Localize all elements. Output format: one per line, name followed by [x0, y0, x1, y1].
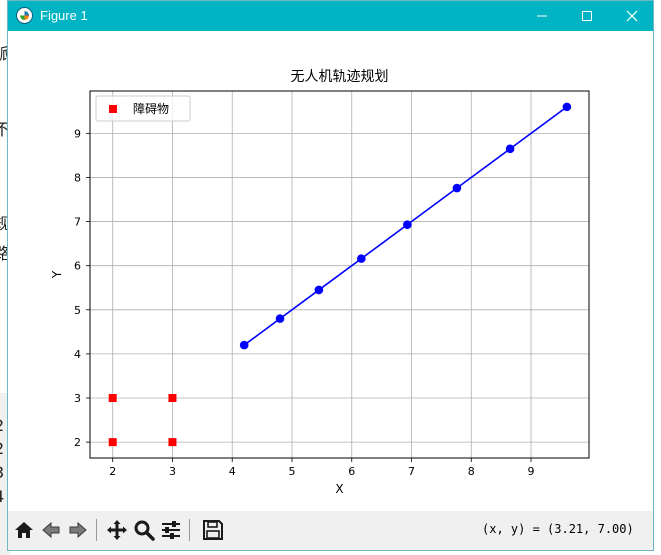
trajectory-point [357, 254, 366, 263]
forward-button[interactable] [65, 517, 91, 543]
obstacle-series [108, 394, 177, 447]
chart[interactable]: 2 3 4 5 6 7 8 9 2 3 4 5 6 7 8 9 无人机轨迹规划 X Y 障碍物 [8, 31, 653, 511]
y-tick-label: 8 [74, 171, 81, 184]
background-text: 脈 [0, 44, 10, 63]
obstacle-point [168, 394, 177, 403]
y-tick-label: 2 [74, 436, 81, 449]
background-panel [0, 393, 10, 555]
background-text: 3 [0, 463, 4, 482]
home-button[interactable] [11, 517, 37, 543]
x-tick-label: 7 [408, 465, 415, 478]
trajectory-point [314, 285, 324, 295]
y-tick-label: 9 [74, 127, 81, 140]
y-tick-label: 3 [74, 392, 81, 405]
save-button[interactable] [200, 517, 226, 543]
obstacle-point [168, 438, 177, 447]
y-tick-label: 7 [74, 216, 81, 229]
toolbar-separator [96, 519, 97, 541]
trajectory-point [403, 220, 412, 229]
figure-window: Figure 1 2 3 4 5 6 7 8 9 2 3 4 5 6 7 8 9 无人机轨迹规划 X Y 障碍… [7, 0, 654, 551]
y-axis-label: Y [50, 270, 64, 279]
background-text: 规 [0, 214, 10, 233]
obstacle-point [108, 394, 117, 403]
maximize-button[interactable] [564, 1, 610, 31]
minimize-icon [537, 15, 547, 17]
trajectory-point [452, 183, 462, 193]
sliders-icon [162, 521, 180, 539]
move-icon [107, 520, 127, 540]
magnifier-icon [134, 520, 155, 541]
window-title: Figure 1 [40, 8, 88, 23]
x-tick-label: 9 [528, 465, 535, 478]
legend-marker-obstacle [109, 105, 117, 113]
legend-label-obstacle: 障碍物 [133, 101, 169, 116]
y-tick-label: 6 [74, 260, 81, 273]
home-icon [15, 522, 33, 538]
trajectory-point [275, 314, 285, 323]
arrow-left-icon [42, 521, 60, 539]
background-text: 4 [0, 487, 4, 506]
y-tick-label: 4 [74, 348, 81, 361]
trajectory-series [239, 102, 572, 350]
obstacle-point [108, 438, 117, 447]
back-button[interactable] [38, 517, 64, 543]
trajectory-point [239, 340, 249, 350]
legend: 障碍物 [95, 95, 191, 122]
background-text: 不 [0, 120, 10, 139]
legend-box [95, 95, 191, 122]
x-tick-label: 3 [169, 465, 176, 478]
cursor-coordinates: (x, y) = (3.21, 7.00) [482, 522, 634, 536]
zoom-button[interactable] [131, 517, 157, 543]
x-tick-label: 5 [288, 465, 295, 478]
background-text: 路 [0, 244, 10, 263]
navigation-toolbar: (x, y) = (3.21, 7.00) [8, 511, 653, 550]
matplotlib-icon [16, 7, 33, 24]
trajectory-point [505, 144, 515, 154]
background-text: 2 [0, 439, 4, 458]
x-tick-label: 6 [348, 465, 355, 478]
x-tick-label: 2 [109, 465, 116, 478]
toolbar-separator [189, 519, 190, 541]
trajectory-point [562, 102, 572, 112]
background-window-strip: 脈 不 规 路 2 2 3 4 [0, 30, 10, 555]
axis-ticks: 2 3 4 5 6 7 8 9 2 3 4 5 6 7 8 9 [74, 127, 535, 478]
x-axis-label: X [335, 482, 343, 496]
arrow-right-icon [69, 521, 87, 539]
x-tick-label: 8 [468, 465, 475, 478]
figure-canvas[interactable]: 2 3 4 5 6 7 8 9 2 3 4 5 6 7 8 9 无人机轨迹规划 X Y 障碍物 [8, 31, 653, 511]
pan-button[interactable] [104, 517, 130, 543]
plot-frame [89, 90, 590, 459]
close-icon [626, 10, 638, 22]
background-text: 2 [0, 416, 4, 435]
trajectory-line [243, 106, 568, 346]
chart-title: 无人机轨迹规划 [291, 69, 389, 85]
minimize-button[interactable] [519, 1, 565, 31]
floppy-disk-icon [203, 520, 223, 540]
close-button[interactable] [609, 1, 653, 31]
configure-subplots-button[interactable] [158, 517, 184, 543]
maximize-icon [582, 11, 592, 21]
y-tick-label: 5 [74, 304, 81, 317]
title-bar[interactable]: Figure 1 [8, 1, 653, 31]
x-tick-label: 4 [229, 465, 236, 478]
